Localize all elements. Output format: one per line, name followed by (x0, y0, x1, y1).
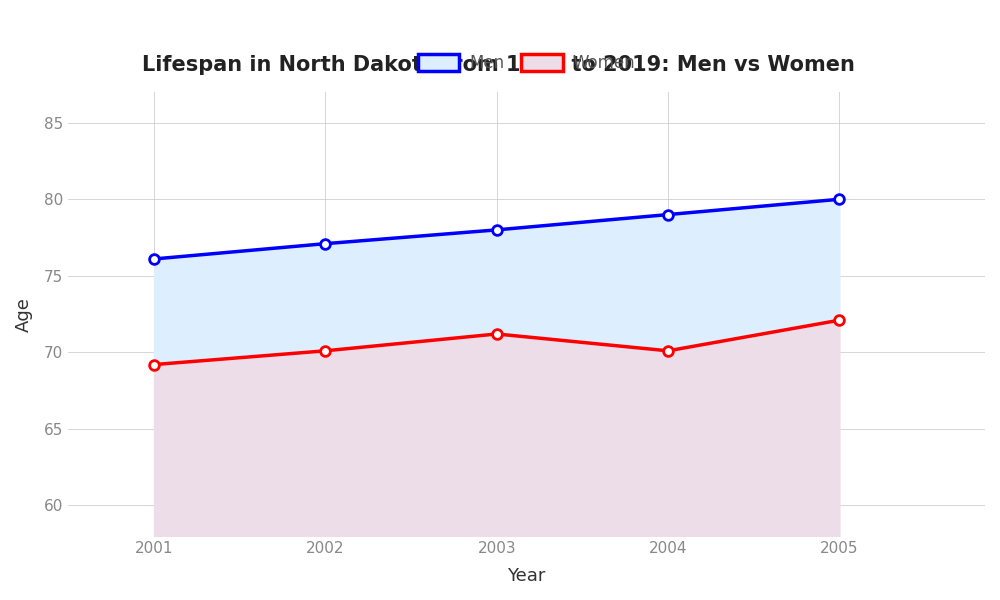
Legend: Men, Women: Men, Women (411, 47, 642, 79)
Text: Lifespan in North Dakota from 1993 to 2019: Men vs Women: Lifespan in North Dakota from 1993 to 20… (142, 55, 855, 75)
Y-axis label: Age: Age (15, 296, 33, 332)
X-axis label: Year: Year (507, 567, 546, 585)
